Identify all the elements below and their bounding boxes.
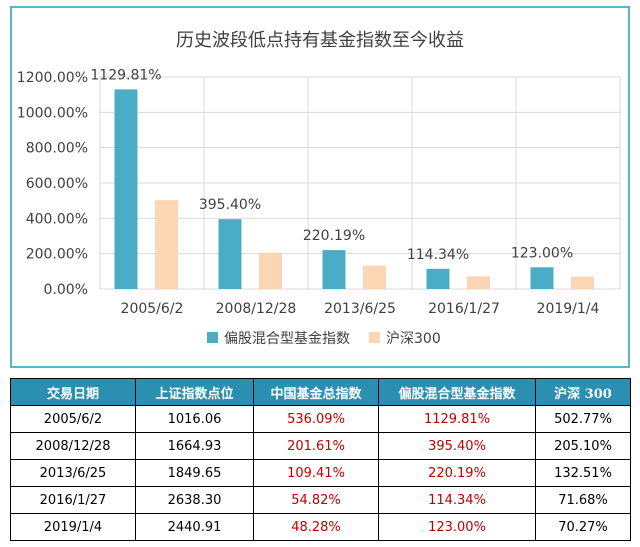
bar-series1 [426, 268, 450, 289]
bar-series1 [114, 89, 138, 289]
bar-series2 [259, 252, 282, 289]
cell-china-fund-index: 48.28% [253, 513, 379, 541]
cell-hs300: 71.68% [535, 486, 631, 514]
bar-series1 [322, 250, 346, 289]
cell-hs300: 70.27% [535, 513, 631, 541]
table-row: 2019/1/4 2440.91 48.28% 123.00% 70.27% [10, 513, 631, 541]
cell-equity-hybrid-index: 123.00% [378, 513, 536, 541]
chart-panel: 历史波段低点持有基金指数至今收益 0.00% 200.00% 400.00% 600.0… [10, 6, 630, 368]
cell-china-fund-index: 536.09% [253, 405, 379, 433]
table-row: 2005/6/2 1016.06 536.09% 1129.81% 502.77… [10, 405, 631, 433]
cell-china-fund-index: 54.82% [253, 486, 379, 514]
cell-trade-date: 2008/12/28 [10, 432, 136, 460]
table-header-row: 交易日期 上证指数点位 中国基金总指数 偏股混合型基金指数 沪深 300 [10, 378, 631, 406]
bar-series1 [530, 267, 554, 289]
cell-china-fund-index: 201.61% [253, 432, 379, 460]
bar-series2 [467, 276, 490, 289]
x-tick-label: 2005/6/2 [121, 301, 184, 317]
bar-series2 [155, 200, 178, 289]
legend-swatch-series1 [207, 332, 218, 343]
bar-series2 [363, 265, 386, 289]
bar-series1 [218, 219, 242, 289]
cell-shanghai-index: 2638.30 [135, 486, 254, 514]
y-tick-label: 200.00% [26, 247, 88, 263]
bar-series2 [571, 276, 594, 289]
data-label: 395.40% [199, 197, 261, 213]
x-tick-label: 2008/12/28 [216, 301, 297, 317]
cell-trade-date: 2019/1/4 [10, 513, 136, 541]
x-tick-label: 2016/1/27 [428, 301, 500, 317]
cell-equity-hybrid-index: 220.19% [378, 459, 536, 487]
y-tick-label: 1000.00% [17, 105, 88, 121]
header-trade-date: 交易日期 [10, 378, 136, 406]
legend-label-series1: 偏股混合型基金指数 [224, 330, 350, 347]
header-shanghai-index: 上证指数点位 [135, 378, 254, 406]
legend-swatch-series2 [369, 332, 380, 343]
cell-hs300: 132.51% [535, 459, 631, 487]
data-label: 114.34% [407, 247, 469, 263]
bar-chart: 历史波段低点持有基金指数至今收益 0.00% 200.00% 400.00% 600.0… [17, 30, 621, 347]
cell-trade-date: 2013/6/25 [10, 459, 136, 487]
cell-shanghai-index: 1849.65 [135, 459, 254, 487]
header-china-fund-index: 中国基金总指数 [253, 378, 379, 406]
x-tick-label: 2013/6/25 [324, 301, 396, 317]
y-tick-label: 400.00% [26, 211, 88, 227]
table-row: 2008/12/28 1664.93 201.61% 395.40% 205.1… [10, 432, 631, 460]
cell-shanghai-index: 1664.93 [135, 432, 254, 460]
cell-trade-date: 2005/6/2 [10, 405, 136, 433]
header-equity-hybrid-index: 偏股混合型基金指数 [378, 378, 536, 406]
cell-trade-date: 2016/1/27 [10, 486, 136, 514]
x-tick-label: 2019/1/4 [537, 301, 600, 317]
y-tick-label: 800.00% [26, 141, 88, 157]
legend-label-series2: 沪深300 [386, 331, 441, 347]
data-label: 123.00% [511, 245, 573, 261]
cell-china-fund-index: 109.41% [253, 459, 379, 487]
data-label: 1129.81% [90, 67, 161, 83]
cell-shanghai-index: 2440.91 [135, 513, 254, 541]
cell-hs300: 502.77% [535, 405, 631, 433]
y-tick-label: 1200.00% [17, 70, 88, 86]
cell-equity-hybrid-index: 395.40% [378, 432, 536, 460]
data-label: 220.19% [303, 228, 365, 244]
y-tick-label: 0.00% [44, 282, 88, 298]
cell-shanghai-index: 1016.06 [135, 405, 254, 433]
cell-equity-hybrid-index: 114.34% [378, 486, 536, 514]
data-table: 交易日期 上证指数点位 中国基金总指数 偏股混合型基金指数 沪深 300 200… [10, 378, 631, 541]
header-hs300: 沪深 300 [535, 378, 631, 406]
cell-equity-hybrid-index: 1129.81% [378, 405, 536, 433]
table-row: 2013/6/25 1849.65 109.41% 220.19% 132.51… [10, 459, 631, 487]
table-row: 2016/1/27 2638.30 54.82% 114.34% 71.68% [10, 486, 631, 514]
cell-hs300: 205.10% [535, 432, 631, 460]
chart-title: 历史波段低点持有基金指数至今收益 [176, 30, 464, 51]
y-tick-label: 600.00% [26, 176, 88, 192]
